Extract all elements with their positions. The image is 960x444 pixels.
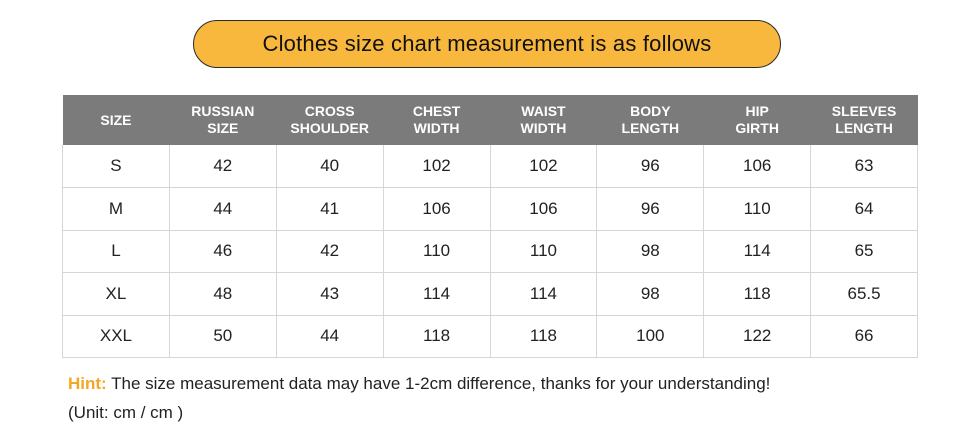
measurement-cell: 118	[382, 314, 491, 358]
column-header-text: BODY	[630, 103, 671, 119]
measurement-cell: 114	[703, 229, 812, 273]
measurement-cell: 63	[810, 145, 918, 188]
measurement-cell: 41	[275, 187, 384, 231]
measurement-cell: 50	[168, 314, 277, 358]
measurement-cell: 100	[596, 314, 705, 358]
measurement-cell: 96	[596, 145, 705, 188]
measurement-cell: 98	[596, 229, 705, 273]
measurement-cell: 106	[489, 187, 598, 231]
column-header-text: WAIST	[521, 103, 566, 119]
column-header: RUSSIAN SIZE	[169, 95, 277, 145]
hint-text: The size measurement data may have 1-2cm…	[106, 374, 771, 393]
column-header-text: LENGTH	[835, 120, 893, 136]
table-header-row: SIZE RUSSIAN SIZE CROSS SHOULDER CHEST WIDTH WA…	[62, 95, 918, 145]
column-header-text: CROSS	[304, 103, 355, 119]
unit-note: (Unit: cm / cm )	[68, 403, 184, 422]
column-header: SLEEVES LENGTH	[810, 95, 918, 145]
measurement-cell: 102	[382, 145, 491, 188]
column-header-text: WIDTH	[413, 120, 460, 136]
column-header-text: LENGTH	[621, 120, 680, 136]
measurement-cell: 98	[596, 272, 705, 316]
measurement-cell: 48	[168, 272, 277, 316]
column-header: SIZE	[62, 95, 170, 145]
measurement-cell: 114	[489, 272, 598, 316]
table-row: XXL 50 44 118 118 100 122 66	[62, 314, 918, 358]
column-header-text: SIZE	[207, 120, 239, 136]
column-header: HIP GIRTH	[703, 95, 811, 145]
hint-label: Hint:	[68, 374, 107, 393]
column-header-text: CHEST	[412, 103, 461, 119]
page-title: Clothes size chart measurement is as fol…	[193, 20, 781, 68]
column-header-text: RUSSIAN	[191, 103, 255, 119]
measurement-cell: 43	[275, 272, 384, 316]
measurement-cell: 42	[168, 145, 277, 188]
table-row: XL 48 43 114 114 98 118 65.5	[62, 272, 918, 316]
measurement-cell: 106	[382, 187, 491, 231]
measurement-cell: 118	[703, 272, 812, 316]
measurement-cell: 65	[810, 229, 918, 273]
size-cell: XL	[62, 272, 170, 316]
size-cell: S	[62, 145, 170, 188]
table-row: M 44 41 106 106 96 110 64	[62, 187, 918, 231]
measurement-cell: 64	[810, 187, 918, 231]
measurement-cell: 40	[275, 145, 384, 188]
column-header: BODY LENGTH	[596, 95, 704, 145]
column-header-text: WIDTH	[520, 120, 567, 136]
measurement-cell: 42	[275, 229, 384, 273]
hint-note: Hint: The size measurement data may have…	[68, 374, 770, 394]
column-header-text: SHOULDER	[290, 120, 369, 136]
measurement-cell: 44	[168, 187, 277, 231]
measurement-cell: 114	[382, 272, 491, 316]
measurement-cell: 44	[275, 314, 384, 358]
table-body: S 42 40 102 102 96 106 63 M 44 41 106 106 96 110 64 L 46 4…	[62, 145, 918, 358]
column-header-text: SIZE	[100, 111, 132, 128]
column-header: WAIST WIDTH	[490, 95, 597, 145]
size-cell: M	[62, 187, 170, 231]
size-cell: L	[62, 229, 170, 273]
column-header-text: GIRTH	[735, 120, 779, 136]
measurement-cell: 110	[489, 229, 598, 273]
column-header-text: HIP	[745, 103, 769, 119]
measurement-cell: 110	[703, 187, 812, 231]
measurement-cell: 96	[596, 187, 705, 231]
size-cell: XXL	[62, 314, 170, 358]
column-header: CROSS SHOULDER	[276, 95, 384, 145]
measurement-cell: 46	[168, 229, 277, 273]
column-header: CHEST WIDTH	[383, 95, 490, 145]
measurement-cell: 122	[703, 314, 812, 358]
column-header-text: SLEEVES	[831, 103, 897, 119]
measurement-cell: 65.5	[810, 272, 918, 316]
size-chart-table: SIZE RUSSIAN SIZE CROSS SHOULDER CHEST WIDTH WA…	[62, 95, 918, 358]
measurement-cell: 66	[810, 314, 918, 358]
table-row: S 42 40 102 102 96 106 63	[62, 145, 918, 188]
table-row: L 46 42 110 110 98 114 65	[62, 229, 918, 273]
measurement-cell: 118	[489, 314, 598, 358]
measurement-cell: 106	[703, 145, 812, 188]
measurement-cell: 110	[382, 229, 491, 273]
measurement-cell: 102	[489, 145, 598, 188]
